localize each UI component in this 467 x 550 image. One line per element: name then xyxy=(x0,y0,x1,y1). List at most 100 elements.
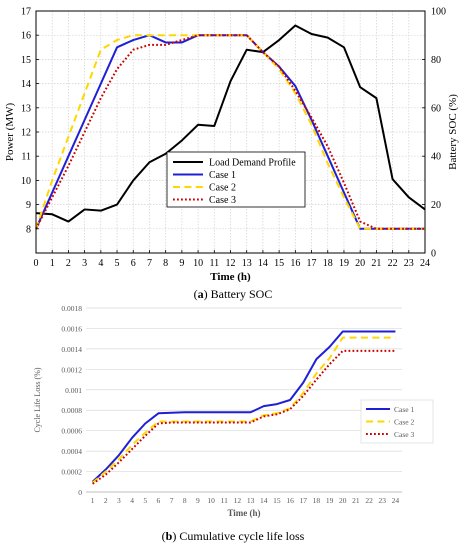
chart-a-x-tick-label: 11 xyxy=(209,258,219,269)
chart-b-y-tick-label: 0.0002 xyxy=(61,468,82,477)
chart-b-x-axis-label: Time (h) xyxy=(227,508,260,518)
chart-a-x-tick-label: 2 xyxy=(66,258,71,269)
chart-b-caption-text: ) Cumulative cycle life loss xyxy=(172,529,304,543)
chart-b-y-tick-label: 0 xyxy=(78,488,82,497)
chart-a-right-y-tick-label: 40 xyxy=(431,152,441,163)
chart-b-series-line-2 xyxy=(91,336,396,484)
chart-b-y-tick-label: 0.0018 xyxy=(61,304,82,313)
chart-a-left-y-tick-label: 10 xyxy=(21,176,31,187)
chart-a-x-tick-label: 0 xyxy=(34,258,39,269)
chart-a-x-tick-label: 20 xyxy=(355,258,365,269)
chart-a-right-y-tick-label: 0 xyxy=(431,249,436,260)
chart-b-x-tick-label: 21 xyxy=(352,496,360,505)
chart-a-right-y-tick-label: 100 xyxy=(431,7,446,18)
chart-b-x-tick-label: 5 xyxy=(143,496,147,505)
chart-a-x-tick-label: 19 xyxy=(339,258,349,269)
chart-b-x-tick-label: 8 xyxy=(183,496,187,505)
chart-b-x-tick-label: 15 xyxy=(273,496,281,505)
chart-a-x-tick-label: 7 xyxy=(147,258,152,269)
chart-b-x-tick-label: 9 xyxy=(196,496,200,505)
chart-a-caption-prefix: ( xyxy=(194,287,198,301)
chart-a-legend-label: Case 1 xyxy=(209,170,236,181)
chart-b-x-tick-label: 7 xyxy=(170,496,174,505)
chart-a-left-y-axis-label: Power (MW) xyxy=(4,102,16,161)
chart-a-legend-label: Load Demand Profile xyxy=(209,158,296,169)
chart-b-x-tick-label: 23 xyxy=(379,496,387,505)
chart-b-legend-label: Case 3 xyxy=(394,430,414,439)
chart-b-series-line-3 xyxy=(92,349,396,485)
chart-a-grid xyxy=(36,11,425,253)
chart-a-right-y-tick-label: 20 xyxy=(431,200,441,211)
chart-b-x-tick-label: 2 xyxy=(104,496,108,505)
chart-b-y-axis-label: Cycle Life Loss (%) xyxy=(33,367,42,432)
chart-b-x-tick-label: 6 xyxy=(157,496,161,505)
chart-b-x-tick-label: 18 xyxy=(313,496,321,505)
chart-b-legend: Case 1 Case 2 Case 3 xyxy=(360,399,434,444)
chart-a-left-y-tick-label: 13 xyxy=(21,103,31,114)
chart-a-x-tick-label: 4 xyxy=(98,258,103,269)
chart-a-caption: (a) Battery SOC xyxy=(194,287,273,301)
chart-a-x-tick-label: 15 xyxy=(274,258,284,269)
chart-a-left-y-tick-label: 8 xyxy=(26,224,31,235)
chart-a-left-y-ticks: 8 9 10 11 12 13 14 15 16 17 xyxy=(21,7,39,235)
chart-b-x-tick-label: 22 xyxy=(365,496,373,505)
chart-b-x-tick-label: 1 xyxy=(91,496,95,505)
chart-a-x-tick-label: 5 xyxy=(115,258,120,269)
chart-a-left-y-tick-label: 9 xyxy=(26,200,31,211)
chart-a-left-y-tick-label: 12 xyxy=(21,128,31,139)
chart-b-x-tick-label: 13 xyxy=(247,496,255,505)
chart-a-x-tick-label: 6 xyxy=(131,258,136,269)
chart-b-y-tick-label: 0.0014 xyxy=(61,345,82,354)
chart-a-left-y-tick-label: 17 xyxy=(21,7,31,18)
chart-a-x-tick-label: 10 xyxy=(193,258,203,269)
chart-a-x-tick-label: 24 xyxy=(420,258,430,269)
chart-b-series-line-1 xyxy=(91,330,396,483)
chart-a-x-tick-label: 3 xyxy=(82,258,87,269)
chart-b-y-tick-label: 0.0012 xyxy=(61,365,82,374)
chart-b-x-tick-label: 24 xyxy=(392,496,400,505)
chart-b-x-tick-label: 3 xyxy=(117,496,121,505)
chart-b-y-tick-label: 0.0016 xyxy=(61,324,82,333)
chart-a-x-tick-label: 16 xyxy=(290,258,300,269)
chart-a-x-tick-label: 9 xyxy=(179,258,184,269)
chart-b-caption-letter: b xyxy=(166,529,173,543)
chart-b-x-tick-label: 16 xyxy=(286,496,294,505)
chart-a-left-y-tick-label: 16 xyxy=(21,31,31,42)
chart-a-x-tick-label: 13 xyxy=(242,258,252,269)
chart-b-grid xyxy=(86,307,402,472)
chart-b-legend-label: Case 2 xyxy=(394,418,414,427)
chart-b-y-tick-label: 0.0006 xyxy=(61,427,82,436)
chart-b-caption-prefix: ( xyxy=(162,529,166,543)
chart-a-left-y-tick-label: 15 xyxy=(21,55,31,66)
chart-a-series-line-3 xyxy=(35,34,425,230)
chart-b-x-tick-label: 14 xyxy=(260,496,268,505)
chart-b-x-tick-label: 17 xyxy=(300,496,308,505)
chart-a-x-tick-label: 21 xyxy=(371,258,381,269)
chart-a-series-line-1 xyxy=(35,24,426,223)
chart-a-x-tick-label: 18 xyxy=(323,258,333,269)
chart-b-y-tick-label: 0.0008 xyxy=(61,406,82,415)
chart-b-x-tick-label: 4 xyxy=(130,496,134,505)
chart-a-x-tick-label: 12 xyxy=(226,258,236,269)
chart-b-y-ticks: 0 0.0002 0.0004 0.0006 0.0008 0.001 0.0012 0.00… xyxy=(61,304,82,497)
chart-b-caption: (b) Cumulative cycle life loss xyxy=(162,529,305,543)
chart-a-right-y-tick-label: 80 xyxy=(431,55,441,66)
chart-b-x-tick-label: 20 xyxy=(339,496,347,505)
chart-a-x-tick-label: 17 xyxy=(307,258,317,269)
chart-b-x-tick-label: 19 xyxy=(326,496,334,505)
chart-a-caption-text: ) Battery SOC xyxy=(204,287,273,301)
chart-a-x-tick-label: 23 xyxy=(404,258,414,269)
chart-b-x-tick-label: 10 xyxy=(207,496,215,505)
chart-a-x-tick-label: 22 xyxy=(388,258,398,269)
chart-a-right-y-axis-label: Battery SOC (%) xyxy=(447,94,459,170)
chart-a-left-y-tick-label: 11 xyxy=(21,152,31,163)
chart-a-x-ticks: 0 1 2 3 4 5 6 7 8 9 10 11 12 13 14 15 16 17 18 19 20 21 22 23 24 xyxy=(34,250,430,269)
chart-a-x-tick-label: 14 xyxy=(258,258,268,269)
chart-b-series-lines xyxy=(91,330,396,485)
chart-b-x-ticks: 1 2 3 4 5 6 7 8 9 10 11 12 13 14 15 16 17 18 19 20 21 22 23 24 xyxy=(91,496,400,505)
chart-b-legend-label: Case 1 xyxy=(394,405,414,414)
chart-b-y-tick-label: 0.0004 xyxy=(61,447,82,456)
chart-a-left-y-tick-label: 14 xyxy=(21,79,31,90)
chart-b-x-tick-label: 11 xyxy=(221,496,228,505)
